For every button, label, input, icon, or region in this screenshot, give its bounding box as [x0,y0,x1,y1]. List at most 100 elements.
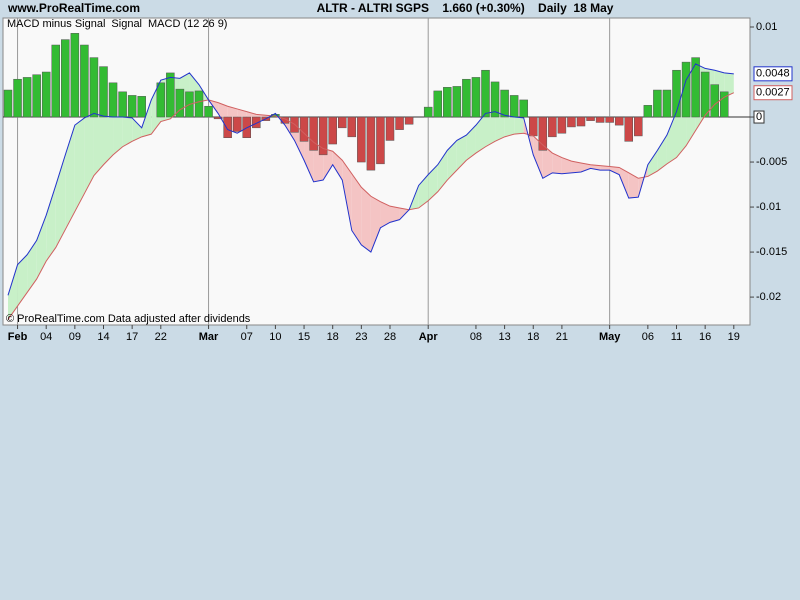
histogram-bar [481,69,490,118]
macd-signal-fill [8,264,18,320]
histogram-bar [70,33,80,118]
x-tick-label: 04 [40,331,52,343]
histogram-bar [223,116,232,138]
histogram-bar [366,116,376,171]
y-tick-label: 0 [756,111,762,123]
histogram-bar [595,116,605,123]
histogram-bar [213,116,223,120]
histogram-bar [156,82,166,118]
last-value-box [753,66,793,82]
histogram-bar [32,74,41,118]
histogram-bar [490,81,500,118]
macd-signal-fill [466,125,476,161]
last-value-box [753,85,793,101]
macd-signal-fill [46,185,56,262]
macd-signal-fill [485,111,496,147]
histogram-bar [357,116,366,163]
line [7,63,734,296]
macd-signal-fill [437,150,448,192]
histogram-bar [567,116,576,128]
histogram-bar [672,69,681,118]
x-tick-label: 07 [241,331,253,343]
histogram-bar [681,61,691,118]
x-tick-label: Feb [8,331,28,343]
macd-signal-fill [36,215,47,280]
macd-signal-fill [361,187,371,253]
histogram-bar [13,78,22,118]
macd-signal-fill [495,111,505,142]
x-tick-label: 22 [155,331,167,343]
histogram-bar [89,57,99,118]
macd-signal-fill [74,117,85,212]
plot [3,18,750,325]
histogram-bar [22,77,32,118]
y-tick-label: -0.02 [756,291,781,303]
x-tick-label: Mar [199,331,219,343]
zero-box [753,110,765,124]
histogram-bar [41,71,51,118]
x-tick-label: 18 [327,331,339,343]
macd-signal-fill [514,117,524,135]
macd-signal-fill [132,117,142,142]
x-tick-label: 09 [69,331,81,343]
x-tick-label: 11 [671,331,682,343]
histogram-bar [529,116,538,137]
x-tick-label: 06 [642,331,654,343]
histogram-bar [395,116,404,130]
histogram-bar [61,39,70,118]
macd-signal-fill [103,116,114,165]
histogram-bar [404,116,414,125]
legend-entry: MACD minus Signal [7,18,105,30]
histogram-bar [3,89,13,118]
macd-signal-fill [351,173,362,245]
site-name: www.ProRealTime.com [7,1,140,15]
chart-title: ALTR - ALTRI SGPS 1.660 (+0.30%) Daily 1… [317,1,614,15]
histogram-bar [232,116,242,132]
histogram-bar [127,95,137,118]
x-tick-label: 23 [355,331,367,343]
histogram-bar [99,66,108,118]
histogram-bar [309,116,318,151]
macd-signal-fill [323,148,333,181]
line [7,92,735,320]
histogram-bar [80,44,89,118]
x-tick-label: 10 [269,331,281,343]
macd-signal-fill [619,167,629,199]
histogram-bar [557,116,567,134]
histogram-bar [614,116,624,126]
macd-signal-fill [428,164,438,201]
histogram-bar [318,116,328,156]
macd-signal-fill [122,117,133,147]
x-tick-label: May [599,331,621,343]
x-tick-label: 08 [470,331,482,343]
histogram-bar [509,95,519,118]
macd-signal-fill [561,157,572,174]
histogram-bar [624,116,633,142]
y-tick-label: -0.005 [756,156,787,168]
histogram-bar [423,106,433,118]
histogram-bar [376,116,385,165]
macd-signal-fill [141,99,152,137]
last-value-label: 0.0027 [756,87,790,99]
macd-signal-fill [590,164,601,171]
macd-signal-fill [390,206,400,223]
y-tick-label: -0.015 [756,246,787,258]
macd-signal-fill [552,153,562,174]
histogram-bar [605,116,614,123]
histogram-bar [662,89,672,118]
plot-area [2,17,751,326]
histogram-bar [328,116,337,145]
x-tick-label: 13 [498,331,510,343]
histogram-bar [519,99,528,118]
x-tick-label: 18 [527,331,539,343]
histogram-bar [643,105,653,118]
x-tick-label: Apr [419,331,439,343]
histogram-bar [175,88,185,118]
histogram-bar [471,77,481,118]
macd-signal-fill [609,166,620,175]
histogram-bar [653,89,662,118]
macd-signal-fill [65,125,75,230]
histogram-bar [634,116,643,137]
histogram-bar [118,91,127,118]
